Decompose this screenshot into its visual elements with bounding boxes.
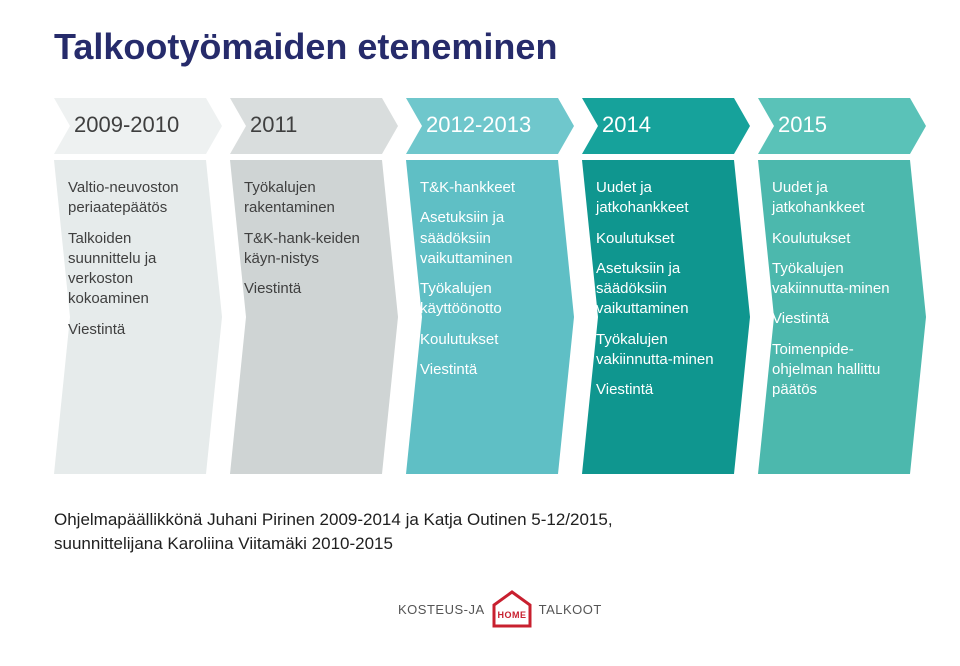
column-item: Työkalujen käyttöönotto [420, 279, 554, 320]
year-shape: 2012-2013 [406, 98, 574, 154]
logo-house-word: HOME [497, 610, 526, 620]
column-item: Viestintä [772, 309, 906, 329]
column-item: Asetuksiin ja säädöksiin vaikuttaminen [596, 259, 730, 320]
timeline-column: 2012-2013 T&K-hankkeet Asetuksiin ja säädö… [406, 98, 574, 474]
timeline-columns: 2009-2010 Valtio-neuvoston periaatepäätös… [54, 98, 926, 474]
page-title: Talkootyömaiden eteneminen [54, 26, 557, 68]
column-item: Viestintä [244, 279, 378, 299]
year-label: 2011 [250, 112, 297, 138]
year-label: 2015 [778, 112, 827, 138]
column-body-text: Valtio-neuvoston periaatepäätös Talkoiden… [68, 178, 202, 350]
year-shape: 2015 [758, 98, 926, 154]
column-body: Työkalujen rakentaminen T&K-hank-keiden k… [230, 160, 398, 474]
year-label: 2014 [602, 112, 651, 138]
column-item: Koulutukset [772, 229, 906, 249]
footer-line-1: Ohjelmapäällikkönä Juhani Pirinen 2009-2… [54, 508, 613, 532]
year-shape: 2014 [582, 98, 750, 154]
column-item: Valtio-neuvoston periaatepäätös [68, 178, 202, 219]
year-shape: 2011 [230, 98, 398, 154]
column-item: Uudet ja jatkohankkeet [772, 178, 906, 219]
column-item: Koulutukset [596, 229, 730, 249]
column-item: T&K-hank-keiden käyn-nistys [244, 229, 378, 270]
year-label: 2012-2013 [426, 112, 531, 138]
column-body: T&K-hankkeet Asetuksiin ja säädöksiin vai… [406, 160, 574, 474]
footer-line-2: suunnittelijana Karoliina Viitamäki 2010… [54, 532, 613, 556]
column-body-text: T&K-hankkeet Asetuksiin ja säädöksiin vai… [420, 178, 554, 390]
column-item: Viestintä [68, 320, 202, 340]
logo-text-left: KOSTEUS-JA [398, 602, 485, 617]
column-item: Koulutukset [420, 330, 554, 350]
column-body-text: Uudet ja jatkohankkeet Koulutukset Työkalu… [772, 178, 906, 410]
footer-logo: KOSTEUS-JA HOME TALKOOT [398, 590, 602, 628]
column-item: Viestintä [420, 360, 554, 380]
timeline-column: 2014 Uudet ja jatkohankkeet Koulutukset Ase… [582, 98, 750, 474]
year-shape: 2009-2010 [54, 98, 222, 154]
column-item: Asetuksiin ja säädöksiin vaikuttaminen [420, 208, 554, 269]
column-body: Uudet ja jatkohankkeet Koulutukset Työkalu… [758, 160, 926, 474]
timeline-column: 2015 Uudet ja jatkohankkeet Koulutukset Työ… [758, 98, 926, 474]
footer-note: Ohjelmapäällikkönä Juhani Pirinen 2009-2… [54, 508, 613, 556]
column-item: Työkalujen vakiinnutta-minen [772, 259, 906, 300]
column-item: Talkoiden suunnittelu ja verkoston kokoa… [68, 229, 202, 310]
timeline-column: 2011 Työkalujen rakentaminen T&K-hank-keid… [230, 98, 398, 474]
column-body: Uudet ja jatkohankkeet Koulutukset Asetuks… [582, 160, 750, 474]
column-body: Valtio-neuvoston periaatepäätös Talkoiden… [54, 160, 222, 474]
logo-text-right: TALKOOT [539, 602, 602, 617]
year-label: 2009-2010 [74, 112, 179, 138]
column-item: Työkalujen rakentaminen [244, 178, 378, 219]
column-item: Uudet ja jatkohankkeet [596, 178, 730, 219]
column-body-text: Uudet ja jatkohankkeet Koulutukset Asetuks… [596, 178, 730, 410]
column-item: T&K-hankkeet [420, 178, 554, 198]
logo-house-icon: HOME [491, 590, 533, 628]
column-item: Työkalujen vakiinnutta-minen [596, 330, 730, 371]
column-item: Toimenpide-ohjelman hallittu päätös [772, 340, 906, 401]
timeline-column: 2009-2010 Valtio-neuvoston periaatepäätös… [54, 98, 222, 474]
column-body-text: Työkalujen rakentaminen T&K-hank-keiden k… [244, 178, 378, 309]
column-item: Viestintä [596, 380, 730, 400]
